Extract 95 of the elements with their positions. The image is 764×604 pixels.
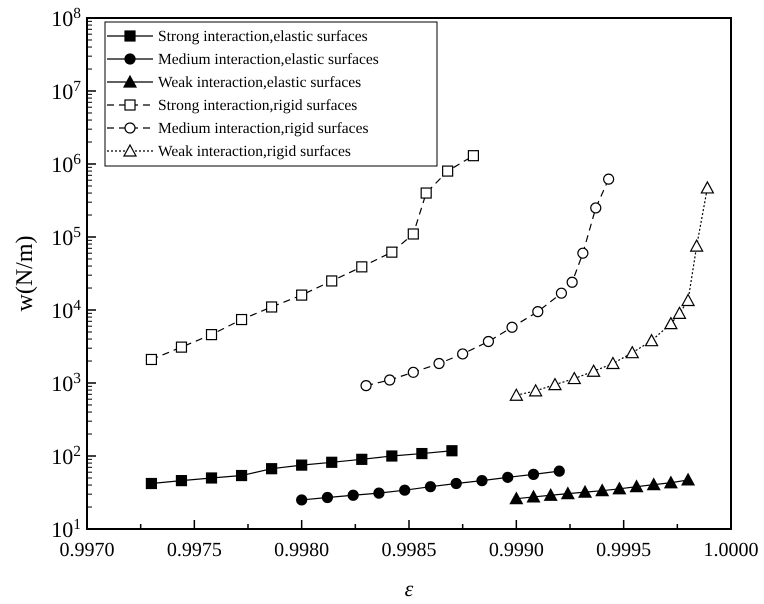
point <box>206 472 218 484</box>
point <box>561 487 574 500</box>
point <box>529 384 542 396</box>
point <box>510 492 523 504</box>
point <box>176 342 188 353</box>
point <box>433 358 445 370</box>
y-tick-label: 10$^{5}$ <box>51 224 82 250</box>
point <box>603 174 614 185</box>
point <box>510 388 523 401</box>
point <box>399 484 410 496</box>
y-tick-label: 10$^{3}$ <box>51 370 82 396</box>
point <box>206 329 218 340</box>
point <box>296 494 308 506</box>
point <box>647 478 660 490</box>
point <box>526 490 540 503</box>
point <box>360 380 372 392</box>
point <box>384 374 396 386</box>
point <box>548 378 562 390</box>
point <box>590 202 602 214</box>
point <box>236 470 248 482</box>
point <box>348 490 359 501</box>
y-tick-label: 10$^{6}$ <box>51 150 82 177</box>
point <box>690 240 704 252</box>
point <box>416 448 428 460</box>
point <box>506 322 518 333</box>
point <box>468 150 479 162</box>
x-axis-title: ε <box>404 576 414 601</box>
point <box>386 450 398 462</box>
x-tick-label: 0.9985 <box>382 539 436 561</box>
point <box>544 488 558 501</box>
x-tick-label: 0.9970 <box>60 539 114 561</box>
legend-label: Strong interaction,elastic surfaces <box>158 28 368 45</box>
point <box>577 248 588 259</box>
point <box>644 334 658 346</box>
point <box>502 472 514 483</box>
point <box>554 466 565 477</box>
point <box>266 463 278 474</box>
legend-label: Medium interaction,elastic surfaces <box>158 51 379 68</box>
point <box>146 354 157 366</box>
point <box>630 480 644 492</box>
point <box>424 481 436 492</box>
x-tick-label: 0.9975 <box>166 539 222 561</box>
point <box>626 346 639 358</box>
x-tick-label: 0.9980 <box>274 539 330 561</box>
point <box>296 460 308 471</box>
point <box>664 317 678 330</box>
point <box>442 165 454 177</box>
y-axis-title: w(N/m) <box>12 236 38 312</box>
point <box>476 475 488 486</box>
point <box>446 445 458 456</box>
legend-label: Strong interaction,rigid surfaces <box>158 97 358 114</box>
y-tick-label: 10$^{8}$ <box>51 4 82 31</box>
x-tick-label: 0.9990 <box>488 539 544 561</box>
point <box>528 468 540 480</box>
point <box>146 478 157 490</box>
point <box>578 486 592 498</box>
point <box>596 484 609 496</box>
x-tick-label: 1.0000 <box>704 539 758 561</box>
point <box>681 294 695 306</box>
y-tick-label: 10$^{4}$ <box>51 296 82 323</box>
x-tick-label: 0.9995 <box>596 539 652 561</box>
point <box>672 306 686 319</box>
point <box>681 473 695 486</box>
point <box>326 456 338 468</box>
point <box>450 478 462 490</box>
legend-label: Weak interaction,elastic surfaces <box>158 74 362 91</box>
point <box>322 492 334 504</box>
point <box>566 276 578 288</box>
point <box>326 275 338 287</box>
point <box>296 290 308 301</box>
legend-label: Weak interaction,rigid surfaces <box>158 143 351 160</box>
point <box>408 228 419 240</box>
point <box>606 356 620 370</box>
legend-label: Medium interaction,rigid surfaces <box>158 120 368 137</box>
point <box>568 372 581 384</box>
point <box>700 181 714 194</box>
y-tick-label: 10$^{2}$ <box>51 442 81 469</box>
point <box>457 348 468 360</box>
point <box>266 301 278 313</box>
point <box>532 306 544 318</box>
point <box>408 366 419 378</box>
point <box>482 336 494 348</box>
point <box>386 246 398 258</box>
point <box>556 288 568 299</box>
point <box>612 482 626 494</box>
point <box>236 314 248 326</box>
point <box>373 488 385 499</box>
y-tick-label: 10$^{1}$ <box>51 516 81 542</box>
point <box>587 364 600 377</box>
point <box>664 476 678 488</box>
point <box>356 454 368 465</box>
y-tick-label: 10$^{7}$ <box>51 78 82 104</box>
point <box>420 187 432 199</box>
point <box>356 261 368 272</box>
point <box>176 475 188 486</box>
